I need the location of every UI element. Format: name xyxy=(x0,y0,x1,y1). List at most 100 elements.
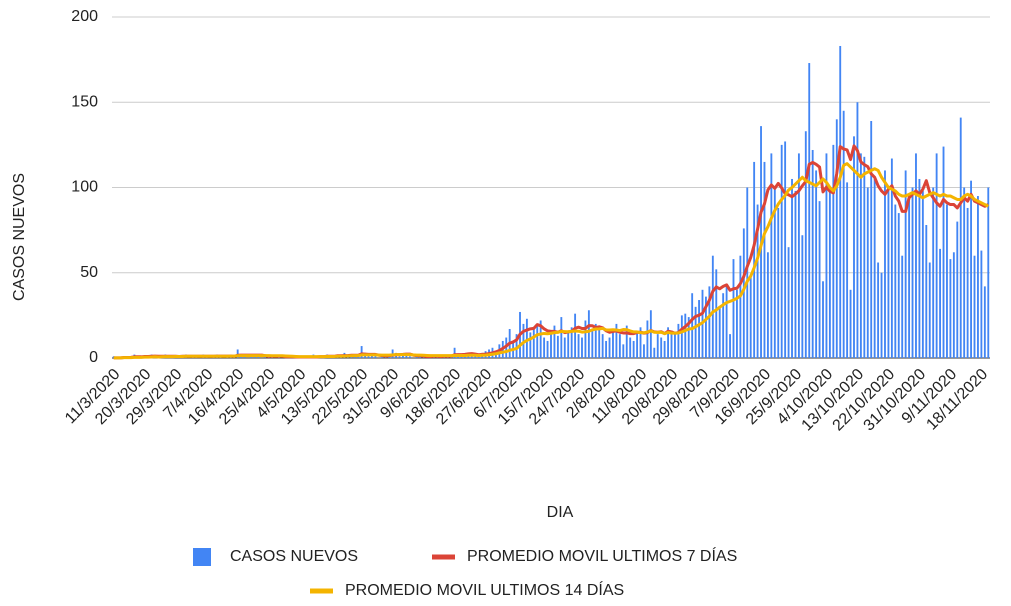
bar xyxy=(539,320,542,358)
bar xyxy=(715,269,718,358)
bar xyxy=(749,276,752,358)
bar xyxy=(859,153,862,358)
bar xyxy=(398,356,401,358)
bar xyxy=(987,187,990,358)
bar xyxy=(667,327,669,358)
bar xyxy=(890,158,893,358)
bar xyxy=(381,356,384,358)
bar xyxy=(243,356,246,358)
bar xyxy=(897,213,900,358)
bar xyxy=(911,187,914,358)
bar xyxy=(825,153,828,358)
bar xyxy=(832,144,835,358)
bar xyxy=(360,346,363,358)
bar xyxy=(722,293,725,358)
bar xyxy=(612,329,614,358)
bar xyxy=(674,334,676,358)
bar xyxy=(818,201,821,358)
bar xyxy=(763,161,766,358)
bar xyxy=(918,178,921,358)
bar xyxy=(777,207,780,358)
bar xyxy=(250,356,253,358)
bar xyxy=(615,323,618,358)
bar xyxy=(884,170,886,358)
bar xyxy=(598,327,601,358)
bar xyxy=(567,332,570,358)
bar xyxy=(402,354,404,358)
bar xyxy=(804,131,807,358)
bar xyxy=(639,327,642,358)
bar xyxy=(742,228,745,358)
bar xyxy=(729,334,731,358)
y-tick-label: 100 xyxy=(71,179,98,196)
bar xyxy=(691,293,694,358)
bar xyxy=(983,286,986,358)
bar xyxy=(822,281,824,358)
bar xyxy=(787,247,790,358)
legend-label: PROMEDIO MOVIL ULTIMOS 14 DÍAS xyxy=(345,580,624,599)
bar xyxy=(873,178,876,358)
bar xyxy=(949,259,952,358)
bar xyxy=(415,356,418,358)
bar xyxy=(670,332,673,358)
bar xyxy=(808,63,811,358)
bar xyxy=(680,315,683,358)
bar xyxy=(915,153,917,358)
bar xyxy=(656,334,659,358)
bar xyxy=(574,313,577,358)
y-tick-label: 150 xyxy=(71,93,98,110)
bar xyxy=(629,337,632,358)
bar xyxy=(773,187,776,358)
bar xyxy=(543,337,546,358)
bar xyxy=(525,318,528,358)
bar xyxy=(591,330,594,358)
bar xyxy=(959,117,962,358)
bar xyxy=(811,149,814,358)
bar xyxy=(791,178,793,358)
bar xyxy=(842,110,845,359)
bar xyxy=(553,325,556,358)
bar xyxy=(684,313,687,358)
bar xyxy=(739,255,742,358)
bar xyxy=(797,153,800,358)
bar xyxy=(529,332,532,358)
bar xyxy=(942,146,945,358)
bar xyxy=(374,356,377,358)
bar xyxy=(925,225,928,358)
bar xyxy=(887,187,890,358)
bar xyxy=(453,347,456,358)
legend-swatch xyxy=(193,548,211,566)
bar xyxy=(605,340,608,358)
bar xyxy=(801,235,804,358)
bar xyxy=(646,320,649,358)
bar xyxy=(649,310,652,358)
bar xyxy=(839,45,842,359)
bar xyxy=(746,187,749,358)
bar xyxy=(946,204,948,358)
bar xyxy=(687,317,690,358)
bar xyxy=(550,334,552,358)
bar xyxy=(977,196,979,358)
bar xyxy=(556,335,559,358)
bar xyxy=(353,356,356,358)
bar xyxy=(866,187,869,358)
legend-label: PROMEDIO MOVIL ULTIMOS 7 DÍAS xyxy=(467,546,737,565)
bar xyxy=(474,356,477,358)
bar xyxy=(698,300,700,358)
y-tick-label: 0 xyxy=(89,349,98,366)
bar xyxy=(835,119,838,358)
bar xyxy=(663,340,666,358)
bar xyxy=(581,337,583,358)
bar xyxy=(532,327,535,358)
bar xyxy=(677,323,680,358)
bar xyxy=(784,141,787,358)
bar xyxy=(408,356,411,358)
bar xyxy=(632,340,635,358)
bar xyxy=(880,272,883,358)
bar xyxy=(939,248,942,358)
bar xyxy=(780,144,783,358)
bar xyxy=(643,344,645,358)
bar xyxy=(618,334,621,358)
bar xyxy=(584,320,587,358)
